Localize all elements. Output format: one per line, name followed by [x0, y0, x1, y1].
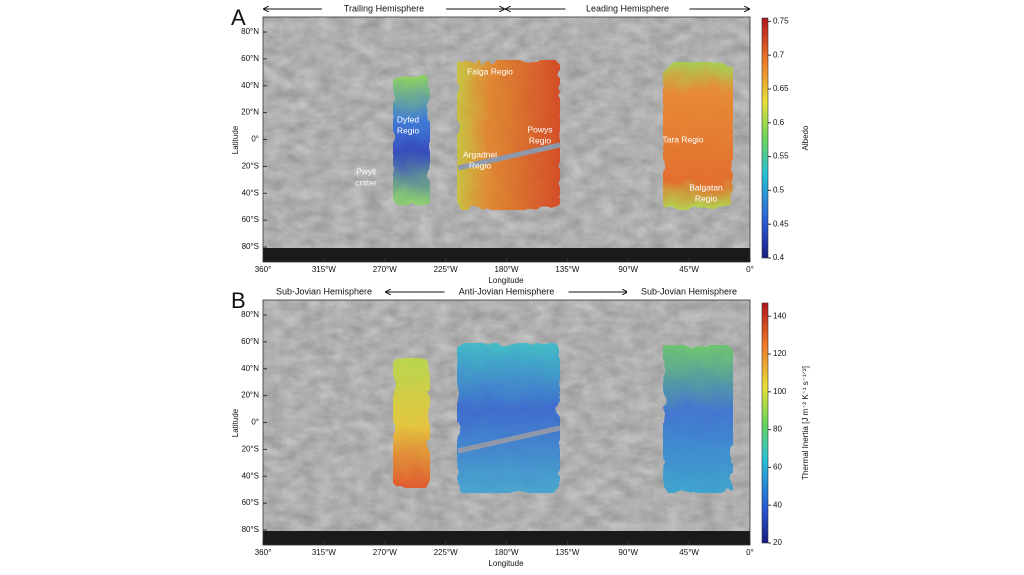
region-label: Regio [529, 135, 551, 145]
hemisphere-label: Sub-Jovian Hemisphere [641, 286, 737, 296]
data-patch [457, 60, 560, 210]
lat-tick-label: 40°S [242, 188, 259, 197]
region-label: Balgatan [689, 182, 723, 192]
data-patch [393, 75, 430, 205]
lat-tick-label: 20°N [241, 391, 259, 400]
region-label: Argadnel [463, 149, 497, 159]
hemisphere-label-bg [565, 3, 690, 15]
y-axis-label: Latitude [231, 408, 240, 437]
lat-tick-label: 20°S [242, 444, 259, 453]
lon-tick-label: 180°W [494, 548, 519, 557]
lon-tick-label: 0° [746, 265, 754, 274]
lon-tick-label: 270°W [373, 548, 398, 557]
colorbar-tick-label: 0.4 [773, 253, 785, 262]
hemisphere-label: Trailing Hemisphere [344, 3, 424, 13]
region-label: crater [355, 177, 377, 187]
lon-tick-label: 315°W [312, 265, 337, 274]
lon-tick-label: 225°W [434, 265, 459, 274]
hemisphere-label-bg [262, 286, 386, 298]
region-label: Regio [695, 193, 717, 203]
lat-tick-label: 60°N [241, 337, 259, 346]
lat-tick-label: 0° [251, 135, 259, 144]
colorbar-label: Albedo [801, 125, 810, 150]
colorbar-tick-label: 0.65 [773, 84, 789, 93]
lon-tick-label: 90°W [618, 548, 638, 557]
lat-tick-label: 40°N [241, 364, 259, 373]
lon-tick-label: 360° [255, 548, 272, 557]
colorbar-tick-label: 0.5 [773, 186, 785, 195]
lat-tick-label: 80°N [241, 310, 259, 319]
lon-tick-label: 135°W [555, 548, 580, 557]
lat-tick-label: 80°N [241, 27, 259, 36]
hemisphere-label-bg [627, 286, 751, 298]
colorbar-tick-label: 0.55 [773, 152, 789, 161]
lon-tick-label: 135°W [555, 265, 580, 274]
panel-letter: A [231, 5, 246, 30]
x-axis-label: Longitude [488, 276, 524, 285]
colorbar-tick-label: 20 [773, 538, 782, 547]
lat-tick-label: 80°S [242, 525, 259, 534]
lon-tick-label: 225°W [434, 548, 459, 557]
lat-tick-label: 60°S [242, 215, 259, 224]
lon-tick-label: 45°W [679, 265, 699, 274]
lat-tick-label: 20°N [241, 108, 259, 117]
data-patch [457, 343, 560, 493]
lon-tick-label: 90°W [618, 265, 638, 274]
lat-tick-label: 0° [251, 418, 259, 427]
lineament [457, 425, 561, 454]
panel-letter: B [231, 288, 246, 313]
lat-tick-label: 40°S [242, 471, 259, 480]
colorbar-tick-label: 0.7 [773, 50, 785, 59]
region-label: Powys [527, 124, 552, 134]
region-label: Falga Regio [467, 66, 513, 76]
lat-tick-label: 80°S [242, 242, 259, 251]
colorbar-label: Thermal Inertia [J m⁻² K⁻¹ s⁻¹ᐟ²] [801, 366, 810, 480]
lat-tick-label: 60°N [241, 54, 259, 63]
hemisphere-label-bg [322, 3, 446, 15]
colorbar-tick-label: 0.45 [773, 219, 789, 228]
lon-tick-label: 0° [746, 548, 754, 557]
lon-tick-label: 315°W [312, 548, 337, 557]
colorbar-tick-label: 0.75 [773, 16, 789, 25]
colorbar-tick-label: 100 [773, 387, 787, 396]
region-label: Tara Regio [662, 134, 703, 144]
colorbar-tick-label: 0.6 [773, 118, 785, 127]
hemisphere-label: Sub-Jovian Hemisphere [276, 286, 372, 296]
region-label: Regio [397, 125, 419, 135]
x-axis-label: Longitude [488, 559, 524, 568]
lon-tick-label: 45°W [679, 548, 699, 557]
region-label: Dyfed [397, 114, 419, 124]
lat-tick-label: 60°S [242, 498, 259, 507]
lon-tick-label: 270°W [373, 265, 398, 274]
region-label: Pwyll [356, 166, 376, 176]
colorbar-tick-label: 120 [773, 349, 787, 358]
lineament [457, 142, 561, 171]
colorbar-tick-label: 80 [773, 425, 782, 434]
lon-tick-label: 180°W [494, 265, 519, 274]
hemisphere-label: Leading Hemisphere [586, 3, 669, 13]
hemisphere-label: Anti-Jovian Hemisphere [459, 286, 555, 296]
y-axis-label: Latitude [231, 125, 240, 154]
data-patch [393, 358, 430, 488]
hemisphere-label-bg [444, 286, 569, 298]
colorbar-tick-label: 140 [773, 311, 787, 320]
colorbar-tick-label: 60 [773, 463, 782, 472]
lat-tick-label: 20°S [242, 161, 259, 170]
region-label: Regio [469, 160, 491, 170]
colorbar [761, 302, 769, 544]
colorbar [761, 17, 769, 259]
colorbar-tick-label: 40 [773, 500, 782, 509]
data-patch [663, 62, 733, 210]
lon-tick-label: 360° [255, 265, 272, 274]
data-patch [663, 345, 733, 493]
lat-tick-label: 40°N [241, 81, 259, 90]
